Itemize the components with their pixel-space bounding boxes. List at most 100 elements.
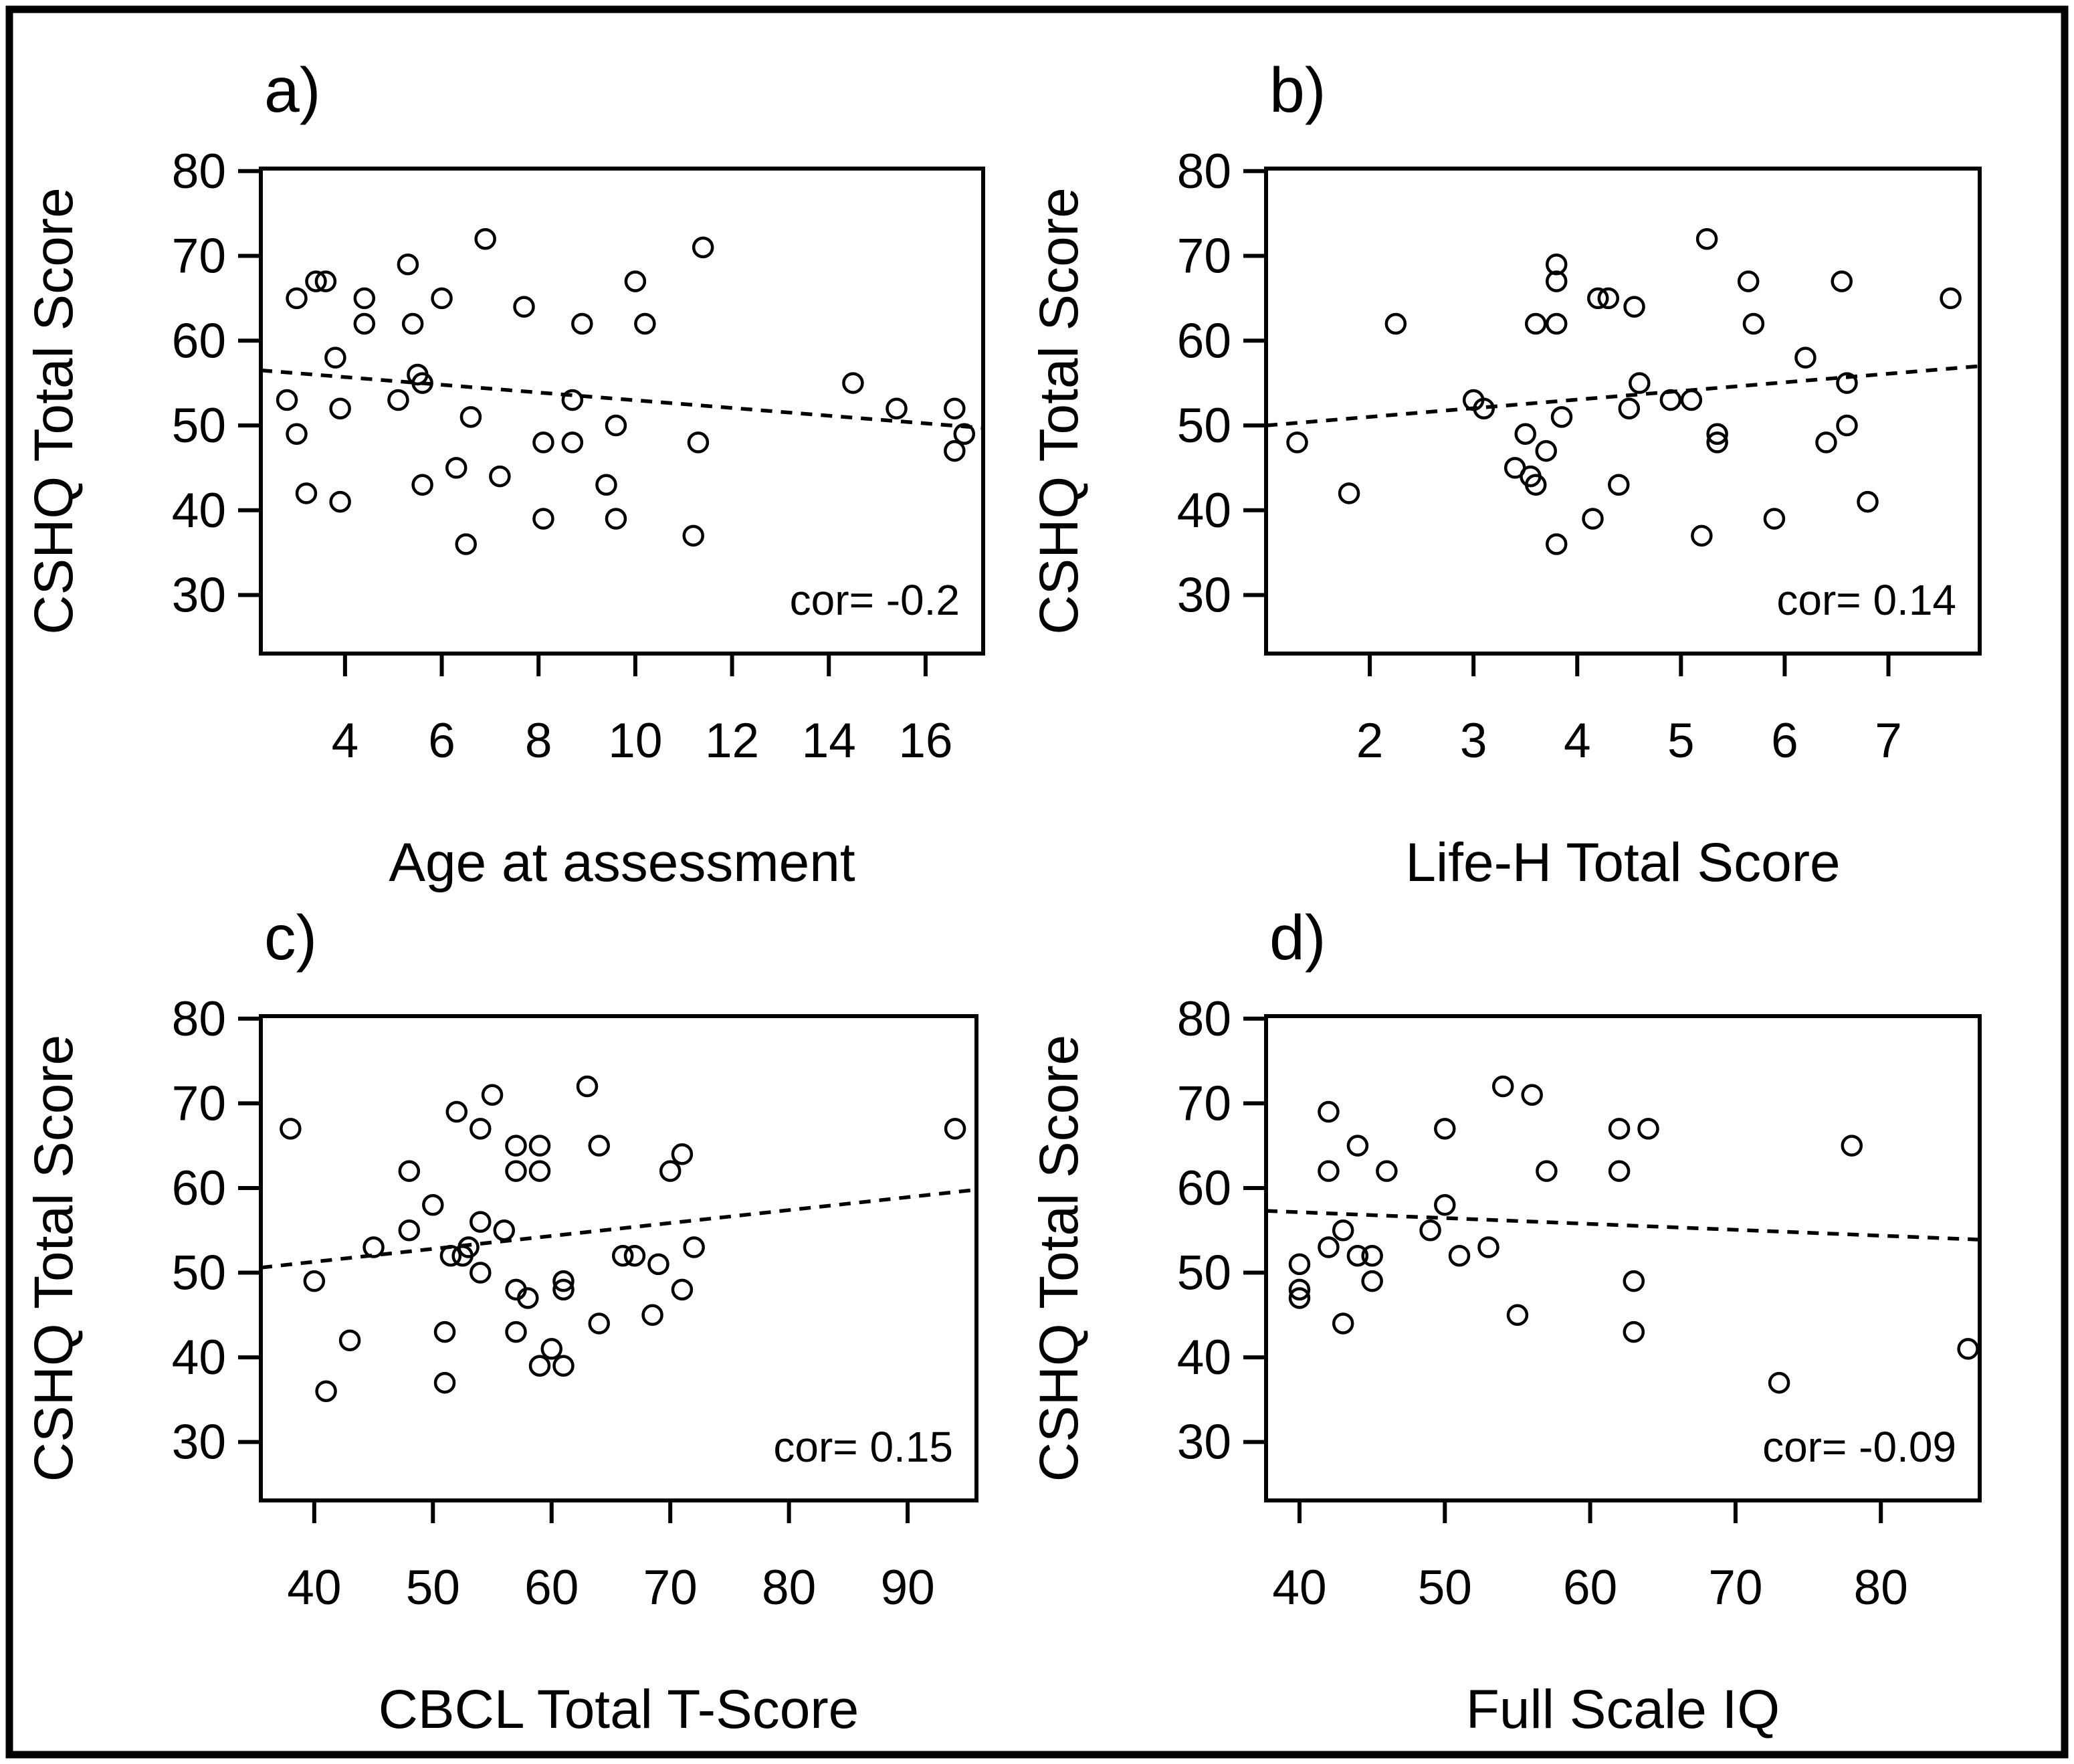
data-point	[1506, 1304, 1529, 1327]
data-point	[659, 1160, 682, 1182]
data-point	[1659, 389, 1682, 411]
data-point	[431, 287, 453, 310]
x-tick-label: 80	[762, 1561, 816, 1615]
y-tick-label: 60	[172, 314, 226, 368]
data-point	[474, 227, 496, 250]
data-point	[528, 1135, 551, 1157]
data-point	[459, 406, 482, 428]
data-point	[1857, 490, 1879, 513]
x-tick-label: 6	[1771, 714, 1798, 768]
data-point	[489, 465, 511, 488]
data-point	[671, 1278, 694, 1301]
data-point	[329, 490, 351, 513]
x-tick-label: 90	[880, 1561, 934, 1615]
y-tick-label: 50	[172, 1246, 226, 1300]
data-point	[433, 1371, 456, 1394]
data-point	[1831, 270, 1853, 292]
data-point	[605, 414, 627, 437]
data-point	[1587, 287, 1609, 310]
data-point	[411, 372, 433, 394]
x-tick-label: 6	[428, 714, 455, 768]
data-point	[314, 270, 337, 292]
data-point	[944, 439, 966, 462]
y-axis-title: CSHQ Total Score	[1029, 1035, 1090, 1482]
data-point	[398, 1160, 421, 1182]
data-point	[641, 1304, 663, 1327]
data-point	[303, 1270, 326, 1292]
data-point	[1794, 347, 1817, 369]
panel-c: 40 50 60 70 80 90 30 40 50 60 70 80 c) cor= 0.15 CBCL …	[23, 902, 978, 1740]
x-tick-label: 7	[1875, 714, 1902, 768]
y-tick-label: 50	[172, 399, 226, 453]
y-tick-label: 70	[1177, 1076, 1231, 1131]
data-point	[624, 270, 647, 292]
data-point	[1545, 312, 1568, 335]
plot-area	[259, 167, 985, 656]
trend-line	[260, 368, 984, 430]
y-tick-label: 80	[172, 144, 226, 199]
data-point	[1434, 1194, 1456, 1216]
correlation-label: cor= -0.2	[790, 576, 960, 624]
data-point	[353, 287, 376, 310]
data-point	[1706, 423, 1728, 445]
x-tick-label: 12	[705, 714, 759, 768]
panel-d: 40 50 60 70 80 30 40 50 60 70 80 d) cor= -0.09 Full S…	[1029, 902, 1982, 1740]
data-point	[445, 1100, 468, 1123]
x-tick-label: 70	[643, 1561, 698, 1615]
data-point	[1608, 474, 1630, 496]
x-tick-label: 40	[1272, 1561, 1326, 1615]
x-tick-label: 2	[1356, 714, 1384, 768]
data-point	[387, 389, 409, 411]
panel-letter: c)	[264, 902, 317, 973]
data-point	[1384, 312, 1407, 335]
plot-area	[1264, 1014, 1982, 1502]
correlation-label: cor= 0.15	[773, 1423, 953, 1471]
x-tick-label: 8	[525, 714, 552, 768]
data-point	[1545, 533, 1568, 555]
data-point	[295, 482, 318, 504]
data-point	[687, 431, 710, 454]
data-point	[682, 524, 704, 547]
data-point	[286, 287, 308, 310]
data-point	[513, 296, 535, 318]
data-point	[362, 1236, 385, 1258]
data-point	[1318, 1100, 1340, 1123]
data-point	[1742, 312, 1765, 335]
correlation-label: cor= -0.09	[1762, 1423, 1956, 1471]
data-point	[552, 1278, 575, 1301]
panel-b: 2 3 4 5 6 7 30 40 50 60 70 80 b) cor= 0.14 Life-H Tota…	[1029, 55, 1982, 893]
data-point	[397, 253, 419, 276]
data-point	[540, 1338, 562, 1360]
data-point	[457, 1236, 480, 1258]
data-point	[528, 1355, 551, 1377]
x-axis-title: Full Scale IQ	[1466, 1679, 1780, 1740]
data-point	[1637, 1118, 1659, 1140]
data-point	[532, 508, 554, 530]
data-point	[605, 508, 627, 530]
data-point	[588, 1312, 610, 1335]
data-point	[886, 397, 908, 419]
data-point	[1434, 1118, 1456, 1140]
data-point	[1629, 372, 1651, 394]
y-tick-label: 30	[172, 569, 226, 623]
y-tick-label: 60	[172, 1161, 226, 1215]
data-point	[1841, 1135, 1863, 1157]
data-point	[280, 1118, 302, 1140]
x-axis-title: Life-H Total Score	[1405, 832, 1840, 893]
data-point	[1957, 1338, 1979, 1360]
data-point	[944, 397, 966, 419]
data-point	[505, 1135, 527, 1157]
panel-letter: d)	[1269, 902, 1326, 973]
y-tick-label: 40	[172, 1331, 226, 1385]
data-point	[595, 474, 617, 496]
data-point	[561, 389, 584, 411]
data-point	[455, 533, 477, 555]
y-tick-label: 60	[1177, 1161, 1231, 1215]
data-point	[1768, 1371, 1790, 1394]
figure-border	[5, 5, 2069, 1759]
data-point	[338, 1329, 361, 1352]
data-point	[433, 1320, 456, 1343]
data-point	[576, 1075, 599, 1098]
plot-area	[259, 1014, 978, 1502]
